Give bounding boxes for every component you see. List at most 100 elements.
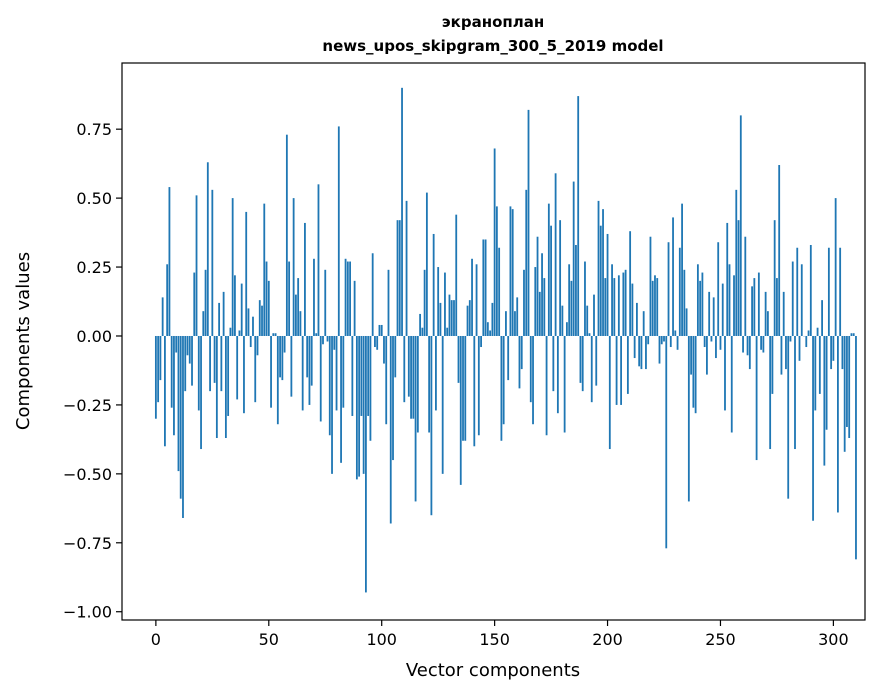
bar [785,335,787,370]
bar [387,269,390,336]
bar [238,330,241,336]
bar [353,280,356,336]
bar [453,300,455,336]
bar [769,335,772,450]
bar [304,222,306,336]
bar [401,87,403,336]
bar [292,198,295,336]
bar [283,335,286,353]
bar-series [154,87,857,593]
bar [412,335,415,419]
x-tick-label: 0 [151,630,161,649]
bar [439,302,442,336]
bar [660,335,663,345]
bar [182,335,184,518]
x-tick-label: 100 [366,630,397,649]
bar [358,335,361,477]
bar [346,261,349,336]
bar [450,300,453,336]
bar [787,335,790,499]
bar [175,335,178,353]
bar [288,261,291,336]
bar [719,335,722,350]
bar [285,134,288,336]
x-axis-ticks: 0 50 100 150 200 250 300 [151,620,849,649]
bar [545,335,548,436]
bar [556,335,559,414]
bar [855,335,857,560]
bar [157,335,160,403]
bar [669,335,672,348]
bar [701,272,704,336]
bar [608,335,611,450]
bar [245,211,248,336]
bar [645,335,647,370]
y-tick-label: 0.25 [76,258,112,277]
bar [805,335,808,348]
bar [355,335,358,480]
bar [234,275,236,336]
bar [252,316,254,336]
y-tick-label: −1.00 [63,603,112,622]
bar [489,330,492,336]
bar [236,335,239,400]
bar [471,258,473,336]
bar [814,335,817,411]
y-tick-label: 0.00 [76,327,112,346]
bar [744,236,747,336]
bar [410,335,412,419]
bar [437,267,440,336]
bar [200,335,202,450]
bar [333,335,336,350]
bar [823,335,826,466]
bar [428,335,431,433]
bar [724,335,726,411]
bar [435,335,437,411]
bar [595,335,598,386]
y-tick-label: 0.75 [76,120,112,139]
bar [315,333,318,336]
bar [261,305,263,336]
bar [687,335,690,502]
bar [676,335,679,350]
bar [846,335,848,427]
bar [290,335,293,397]
bar [748,335,751,370]
bar [279,335,281,378]
bar [561,305,564,336]
bar [780,335,783,375]
bar [270,335,272,408]
bar [690,335,693,375]
bar [658,335,661,364]
bar [848,335,851,439]
bar [441,335,444,474]
bar [685,308,688,336]
bar [597,200,600,336]
bar [498,247,501,336]
bar [681,203,683,336]
bar [584,261,586,336]
bar [631,283,634,336]
bar [620,335,622,405]
bar [191,335,193,386]
bar [663,335,665,342]
bar [696,264,699,336]
bar [301,335,304,411]
bar [475,264,478,336]
bar [394,335,397,378]
bar [448,294,451,336]
bar [742,335,744,353]
y-tick-label: −0.50 [63,465,112,484]
bar [706,335,708,375]
bar [247,308,250,336]
bar [832,335,835,361]
bar [850,333,853,336]
bar [703,335,706,348]
bar [502,335,505,425]
bar [193,272,196,336]
y-tick-label: 0.50 [76,189,112,208]
bar [416,335,419,433]
bar [683,269,686,336]
bar [563,335,566,433]
bar [552,335,555,392]
